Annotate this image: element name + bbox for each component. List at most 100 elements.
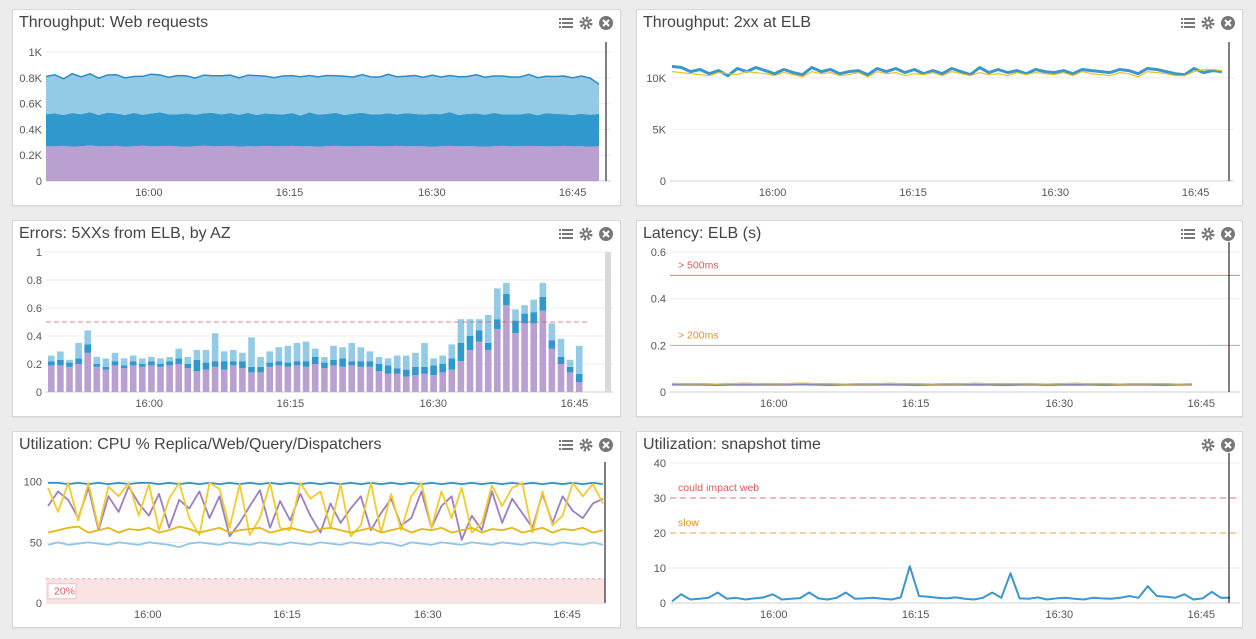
line-series-snapshot xyxy=(671,565,1230,603)
y-tick-label: 0 xyxy=(660,176,666,188)
y-tick-label: 0.4 xyxy=(27,331,42,343)
bar-az-b xyxy=(239,361,246,369)
x-tick-label: 16:00 xyxy=(760,609,788,621)
bar-az-c xyxy=(111,352,119,362)
bar-az-c xyxy=(266,351,273,363)
y-tick-label: 100 xyxy=(24,477,42,489)
x-tick-label: 16:45 xyxy=(1182,187,1210,199)
list-icon[interactable] xyxy=(558,15,574,31)
x-tick-label: 16:30 xyxy=(1046,609,1074,621)
bar-az-b xyxy=(220,361,228,370)
line-series-dispatchers-2 xyxy=(47,525,604,534)
list-icon[interactable] xyxy=(558,226,574,242)
bar-az-a xyxy=(466,350,474,392)
bar-az-c xyxy=(102,358,110,367)
bar-az-b xyxy=(330,359,337,366)
bar-az-a xyxy=(384,373,392,392)
bar-az-a xyxy=(393,373,401,392)
bar-az-b xyxy=(566,366,574,373)
bar-az-b xyxy=(266,362,273,367)
threshold-label: slow xyxy=(678,517,699,529)
bar-az-b xyxy=(139,364,146,367)
line-series-2xx-b xyxy=(671,68,1223,78)
bar-az-b xyxy=(93,364,101,367)
bar-az-a xyxy=(375,371,383,392)
bar-az-a xyxy=(75,364,82,392)
bar-az-a xyxy=(357,366,365,392)
y-tick-label: 0.4 xyxy=(651,294,666,306)
bar-az-b xyxy=(375,364,383,371)
bar-az-b xyxy=(184,364,192,369)
gear-icon[interactable] xyxy=(578,15,594,31)
x-tick-label: 16:15 xyxy=(902,398,930,410)
bar-az-c xyxy=(230,350,237,362)
bar-az-a xyxy=(175,364,182,392)
bar-az-a xyxy=(475,341,483,392)
bar-az-c xyxy=(457,319,465,343)
close-icon[interactable] xyxy=(1220,15,1236,31)
bar-az-a xyxy=(348,365,355,392)
bar-az-c xyxy=(575,345,583,374)
close-icon[interactable] xyxy=(1220,226,1236,242)
bar-az-b xyxy=(448,358,456,370)
gear-icon[interactable] xyxy=(1200,226,1216,242)
widget-title: Errors: 5XXs from ELB, by AZ xyxy=(19,225,231,242)
bar-az-a xyxy=(302,366,310,392)
y-tick-label: 0.2K xyxy=(19,150,42,162)
close-icon[interactable] xyxy=(1220,437,1236,453)
bar-az-c xyxy=(321,357,328,363)
gear-icon[interactable] xyxy=(578,226,594,242)
bar-az-a xyxy=(439,372,446,392)
widget-elb-latency: Latency: ELB (s) 0 0.2 0.4 0.6 16:00 16:15 16:… xyxy=(636,220,1243,417)
bar-az-b xyxy=(421,366,428,374)
x-tick-label: 16:45 xyxy=(553,609,581,621)
bar-az-c xyxy=(148,357,155,362)
bar-az-a xyxy=(494,329,501,392)
bar-az-a xyxy=(366,366,374,392)
bar-az-c xyxy=(339,347,346,359)
bar-az-a xyxy=(202,369,210,392)
y-tick-label: 5K xyxy=(653,124,667,136)
bar-az-a xyxy=(311,364,319,392)
close-icon[interactable] xyxy=(598,226,614,242)
bar-az-a xyxy=(330,365,337,392)
close-icon[interactable] xyxy=(598,437,614,453)
bar-az-b xyxy=(521,313,528,324)
x-tick-label: 16:30 xyxy=(418,187,446,199)
bar-az-c xyxy=(284,345,292,363)
gear-icon[interactable] xyxy=(578,437,594,453)
bar-az-b xyxy=(384,365,392,374)
bar-az-a xyxy=(148,365,155,392)
bar-az-a xyxy=(157,366,164,392)
bar-az-c xyxy=(93,357,101,364)
bar-az-a xyxy=(102,369,110,392)
bar-az-c xyxy=(293,343,301,362)
chart-cpu-utilization: 0 50 100 16:00 16:15 16:30 16:45 20% xyxy=(24,462,606,621)
gear-icon[interactable] xyxy=(1200,15,1216,31)
y-tick-label: 0 xyxy=(36,387,42,399)
bar-az-a xyxy=(248,372,255,392)
chart-elb-latency: 0 0.2 0.4 0.6 16:00 16:15 16:30 16:45 > 500ms > 2… xyxy=(651,242,1240,410)
bar-az-a xyxy=(575,382,583,392)
bar-az-c xyxy=(120,358,128,366)
bar-az-b xyxy=(275,361,283,366)
bar-az-b xyxy=(84,344,91,353)
y-tick-label: 0 xyxy=(660,598,666,610)
bar-az-b xyxy=(175,358,182,364)
bar-az-c xyxy=(466,319,474,336)
bar-az-b xyxy=(539,296,547,311)
bar-az-a xyxy=(257,372,264,392)
bar-az-a xyxy=(548,348,556,392)
bar-az-c xyxy=(503,282,510,294)
list-icon[interactable] xyxy=(1180,226,1196,242)
bar-az-b xyxy=(475,330,483,342)
bar-az-a xyxy=(193,371,201,392)
bar-az-b xyxy=(66,362,73,367)
list-icon[interactable] xyxy=(1180,15,1196,31)
bar-az-c xyxy=(530,299,537,313)
bar-az-b xyxy=(157,364,164,367)
gear-icon[interactable] xyxy=(1200,437,1216,453)
bar-az-c xyxy=(311,348,319,357)
list-icon[interactable] xyxy=(558,437,574,453)
close-icon[interactable] xyxy=(598,15,614,31)
